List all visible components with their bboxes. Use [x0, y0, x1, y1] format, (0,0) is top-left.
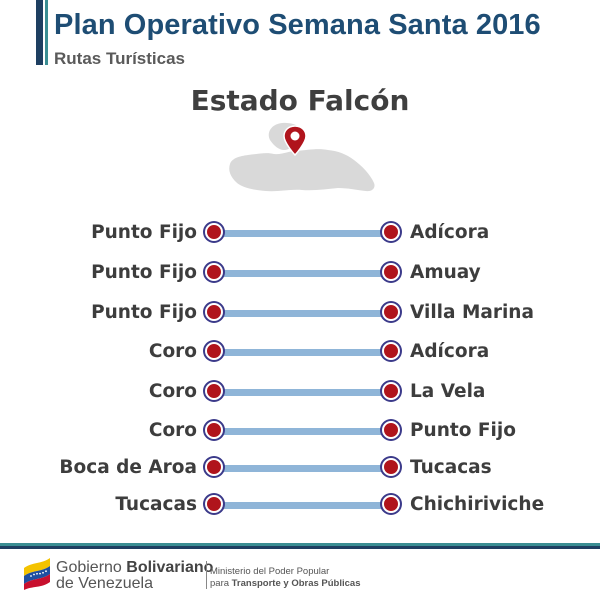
route-line — [222, 270, 392, 277]
route-origin: Coro — [148, 381, 197, 402]
title-accent-bar-light — [45, 0, 48, 65]
route-destination: Amuay — [410, 262, 481, 283]
route-row: Tucacas Chichiriviche — [0, 493, 600, 519]
route-row: Punto Fijo Adícora — [0, 221, 600, 247]
route-origin: Coro — [148, 341, 197, 362]
origin-dot-icon — [205, 223, 223, 241]
route-row: Coro Punto Fijo — [0, 419, 600, 445]
route-origin: Punto Fijo — [91, 302, 197, 323]
ministry-prefix: para — [210, 578, 232, 589]
destination-dot-icon — [382, 458, 400, 476]
destination-dot-icon — [382, 495, 400, 513]
destination-dot-icon — [382, 382, 400, 400]
route-row: Coro La Vela — [0, 380, 600, 406]
route-line — [222, 310, 392, 317]
origin-dot-icon — [205, 421, 223, 439]
route-destination: Punto Fijo — [410, 420, 516, 441]
route-destination: Tucacas — [410, 457, 492, 478]
gov-prefix: Gobierno — [56, 559, 127, 576]
route-row: Boca de Aroa Tucacas — [0, 456, 600, 482]
destination-dot-icon — [382, 342, 400, 360]
state-name: Estado Falcón — [190, 84, 410, 117]
route-origin: Coro — [148, 420, 197, 441]
route-origin: Boca de Aroa — [59, 457, 197, 478]
route-destination: Chichiriviche — [410, 494, 545, 515]
origin-dot-icon — [205, 382, 223, 400]
route-destination: Villa Marina — [410, 302, 534, 323]
route-line — [222, 428, 392, 435]
origin-dot-icon — [205, 263, 223, 281]
route-destination: La Vela — [410, 381, 486, 402]
gov-name-line1: Gobierno Bolivariano — [56, 559, 213, 577]
destination-dot-icon — [382, 223, 400, 241]
ministry-line1: Ministerio del Poder Popular — [210, 566, 330, 577]
origin-dot-icon — [205, 458, 223, 476]
route-origin: Tucacas — [115, 494, 197, 515]
location-pin-icon — [283, 125, 307, 157]
gov-name-line2: de Venezuela — [56, 575, 153, 592]
route-line — [222, 465, 392, 472]
destination-dot-icon — [382, 263, 400, 281]
destination-dot-icon — [382, 421, 400, 439]
falcon-mainland-shape — [229, 149, 375, 192]
gov-bold: Bolivariano — [126, 559, 214, 576]
destination-dot-icon — [382, 303, 400, 321]
origin-dot-icon — [205, 495, 223, 513]
route-row: Punto Fijo Villa Marina — [0, 301, 600, 327]
route-destination: Adícora — [410, 222, 490, 243]
footer-divider-teal — [0, 543, 600, 546]
footer-divider-navy — [0, 546, 600, 549]
route-line — [222, 389, 392, 396]
origin-dot-icon — [205, 342, 223, 360]
route-row: Punto Fijo Amuay — [0, 261, 600, 287]
route-line — [222, 502, 392, 509]
page-title: Plan Operativo Semana Santa 2016 — [54, 9, 541, 41]
venezuela-flag-icon — [24, 558, 50, 590]
ministry-bold: Transporte y Obras Públicas — [231, 578, 361, 589]
footer-separator — [206, 561, 207, 589]
page-subtitle: Rutas Turísticas — [54, 49, 186, 68]
route-row: Coro Adícora — [0, 340, 600, 366]
origin-dot-icon — [205, 303, 223, 321]
route-origin: Punto Fijo — [91, 222, 197, 243]
route-line — [222, 349, 392, 356]
title-accent-bar-dark — [36, 0, 43, 65]
ministry-line2: para Transporte y Obras Públicas — [210, 578, 360, 589]
route-line — [222, 230, 392, 237]
route-destination: Adícora — [410, 341, 490, 362]
falcon-map-icon — [229, 122, 375, 192]
route-origin: Punto Fijo — [91, 262, 197, 283]
